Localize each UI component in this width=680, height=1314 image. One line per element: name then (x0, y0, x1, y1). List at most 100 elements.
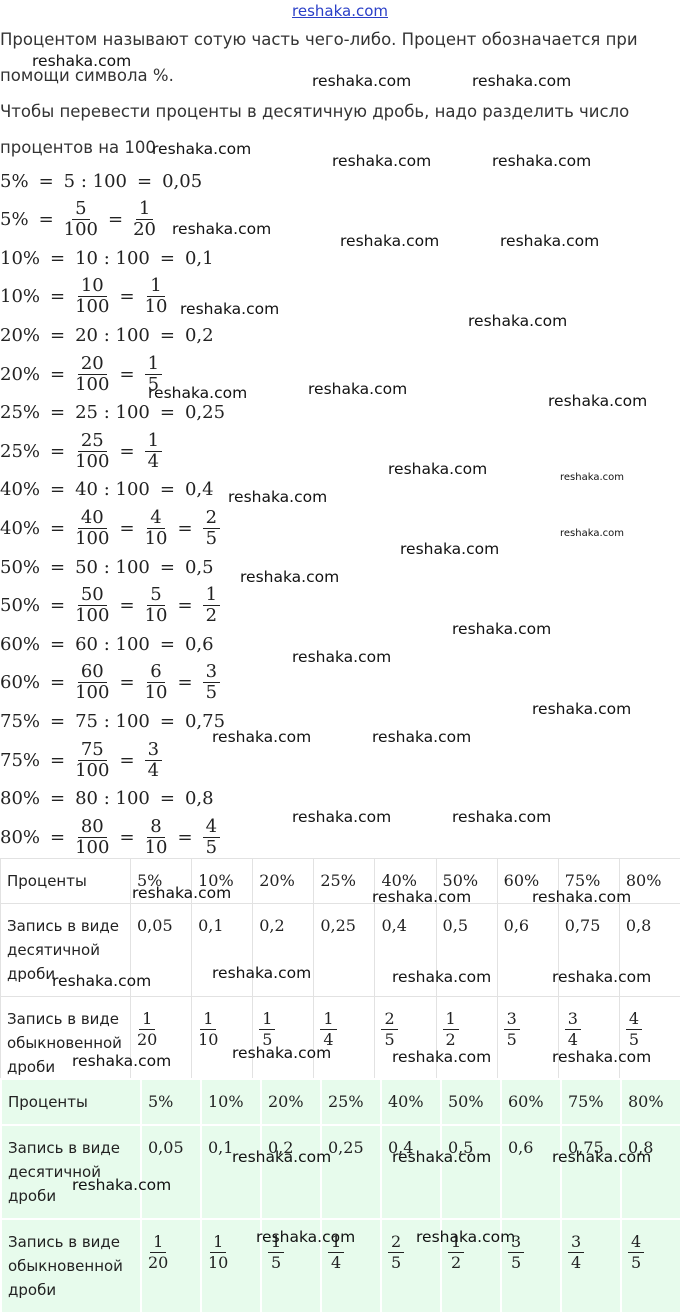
site-link[interactable]: reshaka.com (0, 2, 680, 20)
table-cell-value: 40% (381, 1079, 441, 1125)
math-text: = (119, 441, 134, 462)
denominator: 2 (446, 1030, 456, 1050)
denominator: 4 (568, 1030, 578, 1050)
math-text: 25 : 100 (75, 402, 150, 423)
math-text: 10% (0, 286, 40, 307)
denominator: 2 (451, 1253, 461, 1273)
math-text: 10% (208, 1092, 244, 1111)
math-text: = (50, 672, 65, 693)
denominator: 5 (629, 1030, 639, 1050)
math-text: Проценты (8, 1093, 88, 1111)
denominator: 10 (145, 683, 168, 703)
numerator: 1 (145, 431, 162, 452)
formula: 75%=75 : 100=0,75 (0, 702, 225, 740)
numerator: 80 (78, 817, 107, 838)
table-cell-value: 80% (621, 1079, 680, 1125)
math-text: 25% (0, 441, 40, 462)
watermark: reshaka.com (452, 808, 551, 826)
math-text: 60% (508, 1092, 544, 1111)
math-text: = (50, 248, 65, 269)
math-text: 0,25 (328, 1138, 364, 1157)
denominator: 100 (75, 529, 109, 549)
math-text: 10% (0, 248, 40, 269)
math-text: 20% (268, 1092, 304, 1111)
denominator: 2 (206, 606, 217, 626)
math-text: 25% (328, 1092, 364, 1111)
table-row-header: Запись в виде обыкновенной дроби (1, 1219, 141, 1313)
watermark: reshaka.com (32, 52, 131, 70)
table-cell-value: 0,8 (621, 1125, 680, 1219)
denominator: 5 (271, 1253, 281, 1273)
watermark: reshaka.com (372, 888, 471, 906)
math-text: 0,4 (381, 916, 406, 935)
formula: 5%=5 : 100=0,05 (0, 162, 202, 200)
math-text: 0,6 (185, 634, 214, 655)
math-text: 40 : 100 (75, 479, 150, 500)
numerator: 50 (78, 585, 107, 606)
math-text: 60 : 100 (75, 634, 150, 655)
math-text: 0,2 (259, 916, 284, 935)
denominator: 4 (148, 452, 159, 472)
table-cell-value: 10% (201, 1079, 261, 1125)
math-text: = (50, 711, 65, 732)
table-cell-value: 25% (314, 859, 375, 904)
math-text: = (177, 518, 192, 539)
denominator: 100 (75, 606, 109, 626)
math-text: Проценты (7, 872, 87, 890)
math-text: = (50, 479, 65, 500)
math-text: 0,1 (185, 248, 214, 269)
watermark: reshaka.com (416, 1228, 515, 1246)
formula: 40%=40 : 100=0,4 (0, 471, 214, 509)
numerator: 60 (78, 662, 107, 683)
math-text: 80% (0, 827, 40, 848)
table-cell-value: 0,6 (501, 1125, 561, 1219)
math-text: = (137, 171, 152, 192)
numerator: 1 (136, 199, 153, 220)
math-text: 0,5 (185, 557, 214, 578)
math-text: 50% (448, 1092, 484, 1111)
math-text: 0,75 (565, 916, 601, 935)
numerator: 1 (443, 1009, 459, 1030)
denominator: 4 (148, 761, 159, 781)
numerator: 1 (150, 1232, 166, 1253)
denominator: 10 (145, 297, 168, 317)
math-text: = (50, 441, 65, 462)
watermark: reshaka.com (212, 964, 311, 982)
watermark: reshaka.com (180, 300, 279, 318)
math-text: 40% (0, 518, 40, 539)
watermark: reshaka.com (392, 1148, 491, 1166)
math-text: = (50, 325, 65, 346)
watermark: reshaka.com (232, 1148, 331, 1166)
math-text: 75% (0, 750, 40, 771)
numerator: 8 (147, 817, 164, 838)
table-cell-value: 0,25 (321, 1125, 381, 1219)
watermark: reshaka.com (372, 728, 471, 746)
numerator: 1 (203, 585, 220, 606)
numerator: 1 (139, 1009, 155, 1030)
math-text: Запись в виде обыкновенной дроби (8, 1233, 123, 1299)
math-text: 60% (0, 634, 40, 655)
math-text: 20% (0, 364, 40, 385)
math-text: 40% (388, 1092, 424, 1111)
denominator: 100 (64, 220, 98, 240)
numerator: 25 (78, 431, 107, 452)
math-text: = (177, 672, 192, 693)
